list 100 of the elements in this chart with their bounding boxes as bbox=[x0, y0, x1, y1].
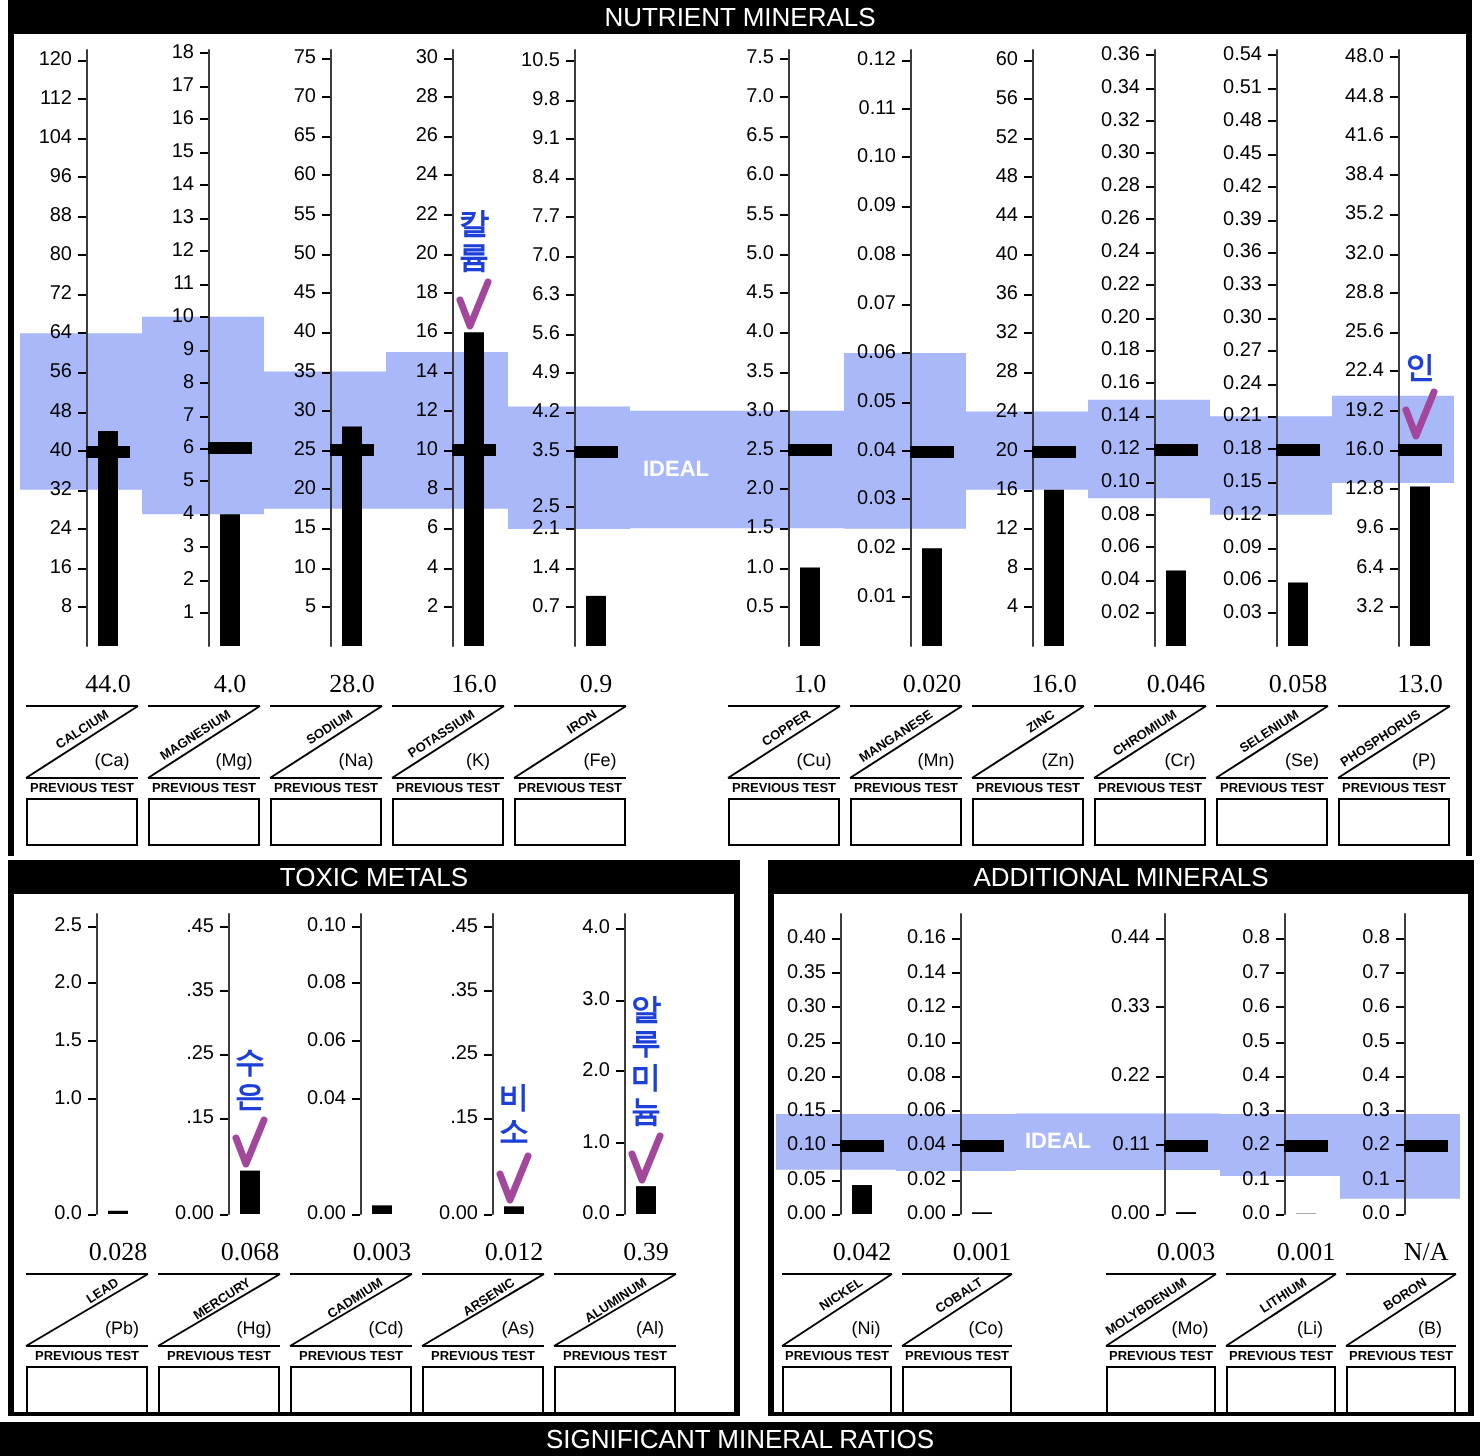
text: (As) bbox=[501, 1318, 535, 1338]
y-tick-label: 6 bbox=[426, 517, 439, 540]
y-tick-label: 0.04 bbox=[907, 1134, 947, 1157]
y-tick-label: 40 bbox=[49, 439, 73, 462]
text: (Co) bbox=[968, 1318, 1004, 1338]
y-tick-label: 0.30 bbox=[1223, 306, 1263, 329]
y-tick-label: 12 bbox=[171, 239, 195, 262]
annotation: 수은 bbox=[235, 1043, 265, 1114]
text: (Cr) bbox=[1164, 750, 1196, 770]
y-tick-label: 0.16 bbox=[1101, 372, 1141, 395]
y-tick-label: 1.0 bbox=[54, 1087, 83, 1110]
y-tick-label: 0.01 bbox=[857, 586, 897, 609]
y-tick-label: 48.0 bbox=[1345, 46, 1385, 69]
y-tick-label: 3.5 bbox=[746, 360, 775, 383]
y-tick-label: 36 bbox=[995, 283, 1019, 306]
y-tick-label: 56 bbox=[49, 361, 73, 384]
text: (Cu) bbox=[796, 750, 832, 770]
y-tick-label: 0.14 bbox=[1101, 405, 1141, 428]
data-label: 0.39 bbox=[623, 1236, 669, 1266]
y-tick-label: 0.7 bbox=[532, 596, 561, 619]
y-tick-label: 16 bbox=[171, 108, 195, 131]
y-tick-label: 55 bbox=[293, 203, 317, 226]
y-tick-label: 0.5 bbox=[1362, 1030, 1391, 1053]
y-tick-label: 25 bbox=[293, 438, 317, 461]
y-tick-label: 2.5 bbox=[532, 495, 561, 518]
y-tick-label: 0.08 bbox=[907, 1065, 947, 1088]
y-tick-label: 0.22 bbox=[1111, 1064, 1151, 1087]
y-tick-label: 0.44 bbox=[1111, 926, 1151, 949]
y-tick-label: 0.34 bbox=[1101, 76, 1141, 99]
y-tick-label: 70 bbox=[293, 86, 317, 109]
text: (B) bbox=[1418, 1318, 1442, 1338]
y-tick-label: 0.02 bbox=[857, 537, 897, 560]
y-tick-label: 104 bbox=[38, 126, 73, 149]
data-label: 0.068 bbox=[220, 1236, 280, 1266]
y-tick-label: 60 bbox=[995, 48, 1019, 71]
y-tick-label: 50 bbox=[293, 242, 317, 265]
data-label: 0.042 bbox=[832, 1236, 892, 1266]
y-tick-label: 0.09 bbox=[1223, 536, 1263, 559]
y-tick-label: 2.5 bbox=[54, 914, 83, 937]
y-tick-label: 10 bbox=[415, 438, 439, 461]
y-tick-label: 0.36 bbox=[1223, 241, 1263, 264]
text: TOXIC METALS bbox=[8, 860, 740, 894]
y-tick-label: 35 bbox=[293, 360, 317, 383]
data-label: 0.058 bbox=[1268, 668, 1328, 698]
y-tick-label: 0.5 bbox=[746, 595, 775, 618]
y-tick-label: 1.5 bbox=[746, 517, 775, 540]
y-tick-label: 12 bbox=[415, 399, 439, 422]
y-tick-label: 8 bbox=[182, 371, 195, 394]
y-tick-label: 32.0 bbox=[1345, 242, 1385, 265]
y-tick-label: 80 bbox=[49, 244, 73, 267]
y-tick-label: 0.4 bbox=[1242, 1065, 1271, 1088]
y-tick-label: 3.5 bbox=[532, 440, 561, 463]
y-tick-label: 0.08 bbox=[1101, 503, 1141, 526]
text: (Li) bbox=[1297, 1318, 1323, 1338]
y-tick-label: 0.6 bbox=[1242, 996, 1271, 1019]
y-tick-label: 14 bbox=[415, 360, 439, 383]
data-label: 0.001 bbox=[952, 1236, 1012, 1266]
y-tick-label: 32 bbox=[49, 478, 73, 501]
y-tick-label: 0.1 bbox=[1362, 1168, 1391, 1191]
y-tick-label: 0.35 bbox=[787, 961, 827, 984]
y-tick-label: 45 bbox=[293, 282, 317, 305]
y-tick-label: 0.15 bbox=[1223, 470, 1263, 493]
y-tick-label: 0.33 bbox=[1223, 274, 1263, 297]
y-tick-label: 6 bbox=[182, 437, 195, 460]
y-tick-label: 0.10 bbox=[1101, 470, 1141, 493]
y-tick-label: 0.1 bbox=[1242, 1168, 1271, 1191]
data-label: 0.003 bbox=[1156, 1236, 1216, 1266]
y-tick-label: 0.7 bbox=[1362, 961, 1391, 984]
y-tick-label: 0.22 bbox=[1101, 273, 1141, 296]
y-tick-label: 0.11 bbox=[1112, 1133, 1151, 1156]
y-tick-label: 6.0 bbox=[746, 164, 775, 187]
text: (K) bbox=[466, 750, 490, 770]
y-tick-label: 0.3 bbox=[1242, 1099, 1271, 1122]
data-label: 0.012 bbox=[484, 1236, 544, 1266]
y-tick-label: 6.4 bbox=[1356, 556, 1385, 579]
y-tick-label: 96 bbox=[49, 166, 73, 189]
y-tick-label: 0.18 bbox=[1101, 339, 1141, 362]
y-tick-label: 8 bbox=[1006, 556, 1019, 579]
y-tick-label: 25.6 bbox=[1345, 321, 1385, 344]
y-tick-label: 24 bbox=[49, 517, 73, 540]
y-tick-label: 18 bbox=[171, 42, 195, 65]
y-tick-label: 32 bbox=[995, 322, 1019, 345]
y-tick-label: 5.6 bbox=[532, 323, 561, 346]
y-tick-label: 4 bbox=[182, 503, 195, 526]
y-tick-label: 0.06 bbox=[857, 341, 897, 364]
y-tick-label: 9 bbox=[182, 338, 195, 361]
data-label: 0.046 bbox=[1146, 668, 1207, 698]
y-tick-label: 3.0 bbox=[582, 988, 611, 1011]
y-tick-label: .35 bbox=[186, 979, 215, 1002]
y-tick-label: 0.24 bbox=[1223, 372, 1263, 395]
y-tick-label: .25 bbox=[450, 1043, 479, 1066]
data-label: 0.003 bbox=[352, 1236, 412, 1266]
y-tick-label: 7.0 bbox=[746, 86, 775, 109]
y-tick-label: 7.7 bbox=[532, 206, 561, 229]
data-label: 16.0 bbox=[1031, 668, 1077, 698]
y-tick-label: 24 bbox=[995, 400, 1019, 423]
data-label: 0.001 bbox=[1276, 1236, 1336, 1266]
y-tick-label: 7 bbox=[182, 404, 195, 427]
y-tick-label: 0.30 bbox=[1101, 142, 1141, 165]
y-tick-label: 14 bbox=[171, 174, 195, 197]
